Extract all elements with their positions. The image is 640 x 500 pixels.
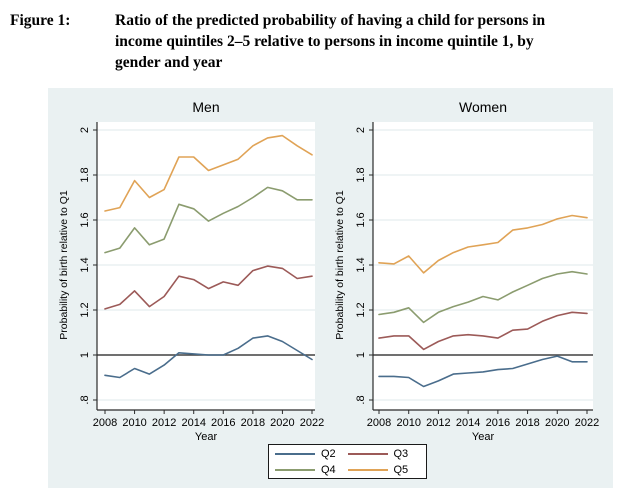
- x-tick-label: 2012: [426, 417, 450, 429]
- series-line-q3-women: [378, 311, 588, 351]
- x-tick-label: 2016: [486, 417, 510, 429]
- legend-line-q2: [275, 452, 315, 455]
- y-tick-label: 1.8: [79, 167, 91, 182]
- y-tick-label: .8: [79, 395, 91, 404]
- legend-label-q4: Q4: [321, 463, 336, 476]
- x-tick-label: 2018: [515, 417, 539, 429]
- y-tick-label: 2: [355, 127, 367, 133]
- series-line-q4-men: [104, 186, 313, 254]
- y-tick-label: 1.2: [355, 302, 367, 317]
- legend-line-q5: [347, 468, 388, 471]
- figure-title-line-1: Ratio of the predicted probability of ha…: [115, 12, 546, 29]
- chart-men: .8 1 1.2 1.4 1.6 1.8 2 2008 2010 2012 2014 2016 2018…: [58, 99, 324, 443]
- legend-label-q5: Q5: [393, 463, 409, 476]
- plot-area-women: [373, 122, 593, 410]
- x-tick-label: 2010: [396, 417, 420, 429]
- y-tick-label: 1.4: [355, 257, 367, 272]
- x-tick-label: 2020: [545, 417, 569, 429]
- y-axis-title-men: Probability of birth relative to Q1: [58, 190, 70, 340]
- x-tick-label: 2012: [152, 417, 176, 429]
- chart-title-women: Women: [459, 99, 507, 115]
- figure-title-line-2: income quintiles 2–5 relative to persons…: [115, 33, 534, 50]
- series-line-q5-men: [104, 134, 313, 212]
- chart-title-men: Men: [192, 99, 219, 115]
- series-line-q5-women: [378, 214, 588, 274]
- figure-label: Figure 1:: [10, 12, 71, 29]
- y-tick-label: .8: [355, 395, 367, 404]
- y-tick-label: 1.6: [355, 212, 367, 227]
- series-line-q4-women: [378, 270, 588, 324]
- y-tick-label: 2: [79, 127, 91, 133]
- x-tick-label: 2022: [300, 417, 324, 429]
- y-tick-label: 1.8: [355, 167, 367, 182]
- x-axis-title-women: Year: [472, 431, 495, 443]
- figure-title: Ratio of the predicted probability of ha…: [115, 10, 632, 73]
- figure-area: .8 1 1.2 1.4 1.6 1.8 2 2008 2010 2012 2014 2016 2018…: [48, 88, 613, 488]
- series-line-q2-men: [104, 335, 313, 379]
- legend-label-q3: Q3: [393, 447, 409, 460]
- y-tick-label: 1: [79, 352, 91, 358]
- x-tick-label: 2018: [241, 417, 265, 429]
- legend-line-q4: [275, 468, 315, 471]
- y-tick-label: 1.4: [79, 257, 91, 272]
- x-tick-label: 2008: [93, 417, 117, 429]
- legend: Q2 Q3 Q4 Q5: [268, 444, 427, 479]
- legend-entry-q3: Q3: [347, 447, 421, 460]
- x-tick-label: 2014: [456, 417, 480, 429]
- y-tick-label: 1.6: [79, 212, 91, 227]
- legend-line-q3: [347, 452, 388, 455]
- y-tick-label: 1: [355, 352, 367, 358]
- x-tick-label: 2016: [211, 417, 235, 429]
- legend-entry-q5: Q5: [347, 463, 421, 476]
- x-tick-label: 2008: [367, 417, 391, 429]
- legend-entry-q2: Q2: [275, 448, 348, 460]
- series-line-q2-women: [378, 355, 588, 388]
- y-axis-title-women: Probability of birth relative to Q1: [334, 190, 346, 340]
- chart-women: .8 1 1.2 1.4 1.6 1.8 2 2008 2010 2012 2014 2016 2018…: [334, 99, 599, 443]
- legend-label-q2: Q2: [321, 447, 336, 460]
- x-axis-title-men: Year: [195, 431, 218, 443]
- figure-caption: Figure 1: Ratio of the predicted probabi…: [10, 10, 632, 73]
- x-tick-label: 2010: [122, 417, 146, 429]
- x-tick-label: 2020: [270, 417, 294, 429]
- legend-entry-q4: Q4: [275, 464, 348, 476]
- series-line-q3-men: [104, 265, 313, 310]
- x-tick-label: 2022: [575, 417, 599, 429]
- plot-area-men: [97, 122, 315, 410]
- figure-title-line-3: gender and year: [115, 54, 223, 71]
- x-tick-label: 2014: [181, 417, 205, 429]
- y-tick-label: 1.2: [79, 302, 91, 317]
